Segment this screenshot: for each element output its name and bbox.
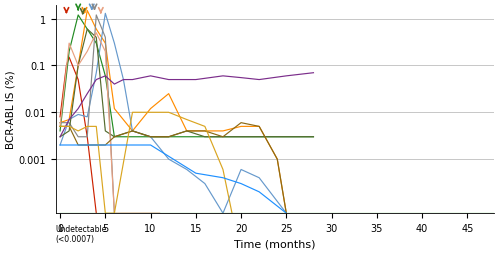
X-axis label: Time (months): Time (months) [234, 239, 316, 248]
Y-axis label: BCR-ABL IS (%): BCR-ABL IS (%) [6, 70, 16, 149]
Text: Undetectable
(<0.0007): Undetectable (<0.0007) [56, 224, 107, 243]
